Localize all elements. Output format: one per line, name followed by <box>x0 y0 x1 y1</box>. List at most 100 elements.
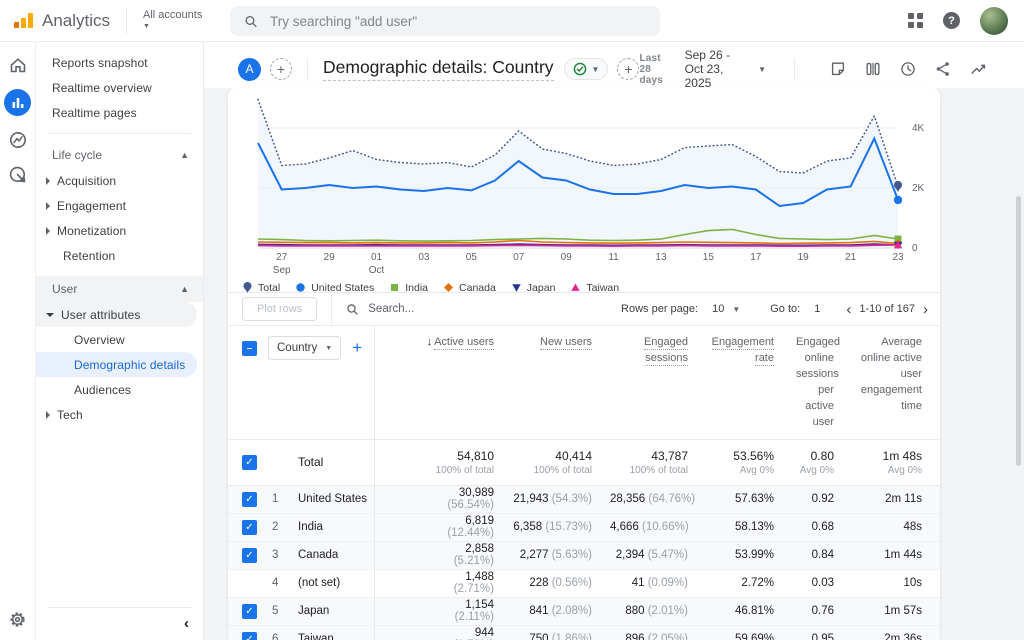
sidebar-section-user[interactable]: User▲ <box>36 276 203 302</box>
row-checkbox[interactable]: ✓ <box>242 492 257 507</box>
sidebar-item-demographic-details[interactable]: Demographic details <box>36 352 197 377</box>
page-title[interactable]: Demographic details: Country <box>323 57 554 81</box>
row-checkbox[interactable]: ✓ <box>242 604 257 619</box>
select-all-checkbox[interactable]: – <box>242 341 257 356</box>
legend-item-canada[interactable]: Canada <box>443 282 496 294</box>
legend-item-japan[interactable]: Japan <box>511 282 556 294</box>
sidebar-section-life-cycle[interactable]: Life cycle▲ <box>36 142 203 168</box>
y-axis-tick: 2K <box>912 183 924 194</box>
share-icon[interactable] <box>934 60 952 78</box>
x-axis: 27Sep2901Oct0305070911131517192123 <box>228 252 940 278</box>
check-circle-icon <box>573 62 587 76</box>
previous-page-icon[interactable]: ‹ <box>846 302 851 317</box>
insights-icon[interactable] <box>969 60 988 78</box>
clock-icon[interactable] <box>899 60 917 78</box>
table-search[interactable] <box>346 303 478 316</box>
property-avatar[interactable]: A <box>238 58 261 81</box>
row-checkbox[interactable]: ✓ <box>242 632 257 640</box>
help-icon[interactable]: ? <box>943 12 960 29</box>
sidebar-item-acquisition[interactable]: Acquisition <box>36 168 203 193</box>
global-search[interactable] <box>230 6 660 36</box>
collapse-sidebar-icon[interactable]: ‹ <box>184 615 189 632</box>
column-header[interactable]: New users <box>494 326 592 359</box>
sidebar-item-reports-snapshot[interactable]: Reports snapshot <box>36 50 203 75</box>
sidebar-item-realtime-pages[interactable]: Realtime pages <box>36 100 203 125</box>
table-row[interactable]: ✓5Japan1,154 (2.11%)841 (2.08%)880 (2.01… <box>228 598 940 626</box>
home-icon[interactable] <box>7 54 29 76</box>
column-header[interactable]: ↓Active users <box>374 326 494 439</box>
chevron-down-icon: ▼ <box>325 345 332 352</box>
x-axis-tick: 03 <box>410 252 438 265</box>
sidebar-item-engagement[interactable]: Engagement <box>36 193 203 218</box>
legend-item-taiwan[interactable]: Taiwan <box>570 282 619 294</box>
sidebar: Reports snapshot Realtime overview Realt… <box>36 42 204 640</box>
notes-icon[interactable] <box>829 60 847 78</box>
legend-item-united-states[interactable]: United States <box>295 282 374 294</box>
report-body: 4K2K0 27Sep2901Oct0305070911131517192123… <box>204 88 1024 640</box>
admin-gear-icon[interactable] <box>7 608 29 630</box>
legend-marker-icon <box>443 282 454 294</box>
x-axis-tick: 21 <box>837 252 865 265</box>
date-range-picker[interactable]: Sep 26 - Oct 23, 2025 <box>685 48 745 90</box>
search-input[interactable] <box>270 14 646 29</box>
table-row[interactable]: ✓2India6,819 (12.44%)6,358 (15.73%)4,666… <box>228 514 940 542</box>
table-controls: Plot rows Rows per page: 10 ▼ Go to: 1 ‹ <box>228 292 940 326</box>
x-axis-tick: 15 <box>694 252 722 265</box>
row-checkbox-cell: ✓ <box>228 520 272 535</box>
add-dimension-icon[interactable]: + <box>352 338 362 358</box>
sidebar-item-tech[interactable]: Tech <box>36 402 203 427</box>
divider <box>48 607 191 608</box>
table-row[interactable]: ✓1United States30,989 (56.54%)21,943 (54… <box>228 486 940 514</box>
total-metric-cell: 1m 48sAvg 0% <box>834 449 922 476</box>
rows-per-page-label: Rows per page: <box>621 303 698 315</box>
vertical-scrollbar[interactable] <box>1016 196 1021 466</box>
row-checkbox[interactable]: ✓ <box>242 455 257 470</box>
sidebar-item-overview[interactable]: Overview <box>36 327 203 352</box>
add-comparison-icon[interactable]: + <box>617 58 639 80</box>
row-checkbox[interactable]: ✓ <box>242 548 257 563</box>
sidebar-item-realtime-overview[interactable]: Realtime overview <box>36 75 203 100</box>
legend-item-total[interactable]: Total <box>242 282 280 294</box>
x-axis-tick: 27Sep <box>268 252 296 277</box>
search-icon <box>244 14 258 29</box>
go-to-input[interactable]: 1 <box>814 303 820 315</box>
divider <box>48 133 191 134</box>
table-search-input[interactable] <box>368 303 478 315</box>
sidebar-item-audiences[interactable]: Audiences <box>36 377 203 402</box>
sidebar-item-retention[interactable]: Retention <box>36 243 203 268</box>
column-header[interactable]: Engaged sessions <box>592 326 688 375</box>
advertising-icon[interactable] <box>7 164 29 186</box>
apps-grid-icon[interactable] <box>908 13 923 28</box>
table-row[interactable]: ✓6Taiwan944 (1.72%)750 (1.86%)896 (2.05%… <box>228 626 940 640</box>
analytics-logo-icon[interactable] <box>14 13 33 28</box>
legend-item-india[interactable]: India <box>389 282 428 294</box>
next-page-icon[interactable]: › <box>923 302 928 317</box>
brand-title: Analytics <box>42 11 110 31</box>
user-avatar[interactable] <box>980 7 1008 35</box>
comparison-icon[interactable] <box>864 60 882 78</box>
dimension-select[interactable]: Country ▼ <box>268 336 341 360</box>
report-status-badge[interactable]: ▼ <box>564 58 609 80</box>
plot-rows-button[interactable]: Plot rows <box>242 297 317 321</box>
row-checkbox[interactable]: ✓ <box>242 520 257 535</box>
total-metric-cell: 53.56%Avg 0% <box>688 449 774 476</box>
metric-cell: 0.76 <box>774 605 834 617</box>
account-switcher[interactable]: All accounts ▼ <box>143 9 202 32</box>
metric-cell: 41 (0.09%) <box>592 577 688 589</box>
explore-icon[interactable] <box>7 129 29 151</box>
metric-cell: 53.99% <box>688 549 774 561</box>
table-header: – Country ▼ + ↓Active usersNew usersEnga… <box>228 326 940 440</box>
reports-icon[interactable] <box>4 89 31 116</box>
sidebar-item-user-attributes[interactable]: User attributes <box>36 302 197 327</box>
metric-cell: 2,858 (5.21%) <box>374 542 494 569</box>
rows-per-page-select[interactable]: 10 <box>712 303 724 315</box>
table-row[interactable]: 4(not set)1,488 (2.71%)228 (0.56%)41 (0.… <box>228 570 940 598</box>
column-header[interactable]: Engagement rate <box>688 326 774 375</box>
table-row[interactable]: ✓3Canada2,858 (5.21%)2,277 (5.63%)2,394 … <box>228 542 940 570</box>
row-rank: 2 <box>272 521 298 533</box>
add-report-icon[interactable]: + <box>270 58 292 80</box>
metric-cell: 28,356 (64.76%) <box>592 493 688 505</box>
sidebar-item-monetization[interactable]: Monetization <box>36 218 203 243</box>
metric-cell: 59.69% <box>688 633 774 640</box>
chevron-down-icon <box>46 313 54 317</box>
